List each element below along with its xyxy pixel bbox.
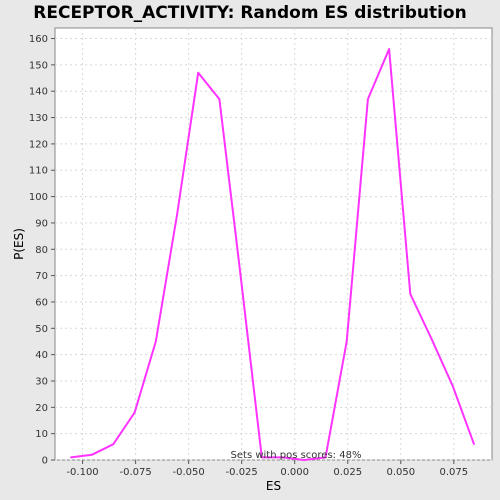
y-tick-label: 130 — [29, 113, 48, 124]
x-tick-label: -0.075 — [119, 467, 151, 478]
y-tick-label: 20 — [35, 403, 48, 414]
data-point — [409, 293, 412, 295]
y-tick-label: 40 — [35, 350, 48, 361]
data-point — [70, 456, 72, 459]
data-point — [324, 456, 327, 459]
y-axis: 0 10 20 30 40 50 60 70 80 90 100 110 120 130 140 150 160 — [29, 34, 55, 467]
annotation: Sets with pos scores: 48% — [231, 450, 362, 461]
data-point — [133, 411, 136, 414]
y-tick-label: 100 — [29, 192, 48, 203]
plot-area — [54, 27, 493, 461]
y-tick-label: 50 — [35, 324, 48, 335]
x-axis-label: ES — [266, 479, 281, 493]
x-tick-label: -0.025 — [226, 467, 258, 478]
data-point — [345, 340, 348, 343]
data-point — [388, 48, 390, 50]
x-tick-label: 0.000 — [280, 467, 309, 478]
data-point — [473, 443, 475, 445]
chart-title: RECEPTOR_ACTIVITY: Random ES distributio… — [33, 3, 466, 23]
data-point — [91, 453, 93, 456]
y-tick-label: 10 — [35, 429, 48, 440]
y-tick-label: 80 — [35, 245, 48, 256]
y-tick-label: 160 — [29, 34, 48, 45]
data-point — [239, 274, 242, 277]
data-point — [451, 385, 454, 388]
y-tick-label: 30 — [35, 376, 48, 387]
x-tick-label: -0.100 — [66, 467, 98, 478]
data-point — [176, 214, 178, 216]
x-tick-label: 0.050 — [386, 467, 415, 478]
y-tick-label: 120 — [29, 139, 48, 150]
y-tick-label: 0 — [42, 456, 48, 467]
grid — [55, 28, 492, 461]
series-line — [70, 48, 475, 461]
x-tick-label: 0.025 — [333, 467, 362, 478]
x-tick-label: -0.050 — [173, 467, 205, 478]
y-tick-label: 90 — [35, 218, 48, 229]
data-point — [261, 456, 263, 459]
data-point — [430, 338, 433, 340]
x-axis: -0.100 -0.075 -0.050 -0.025 0.000 0.025 0.050 0… — [66, 460, 468, 478]
data-point — [218, 98, 221, 100]
series-group — [70, 48, 475, 461]
data-point — [197, 71, 199, 74]
x-tick-label: 0.075 — [439, 467, 468, 478]
data-point — [154, 340, 157, 343]
y-axis-label: P(ES) — [12, 228, 26, 260]
data-point — [112, 443, 115, 445]
data-point — [367, 98, 369, 100]
y-tick-label: 140 — [29, 87, 48, 98]
y-tick-label: 150 — [29, 60, 48, 71]
y-tick-label: 70 — [35, 271, 48, 282]
y-tick-label: 60 — [35, 297, 48, 308]
data-point — [303, 459, 306, 461]
y-tick-label: 110 — [29, 166, 48, 177]
data-point — [282, 456, 284, 459]
